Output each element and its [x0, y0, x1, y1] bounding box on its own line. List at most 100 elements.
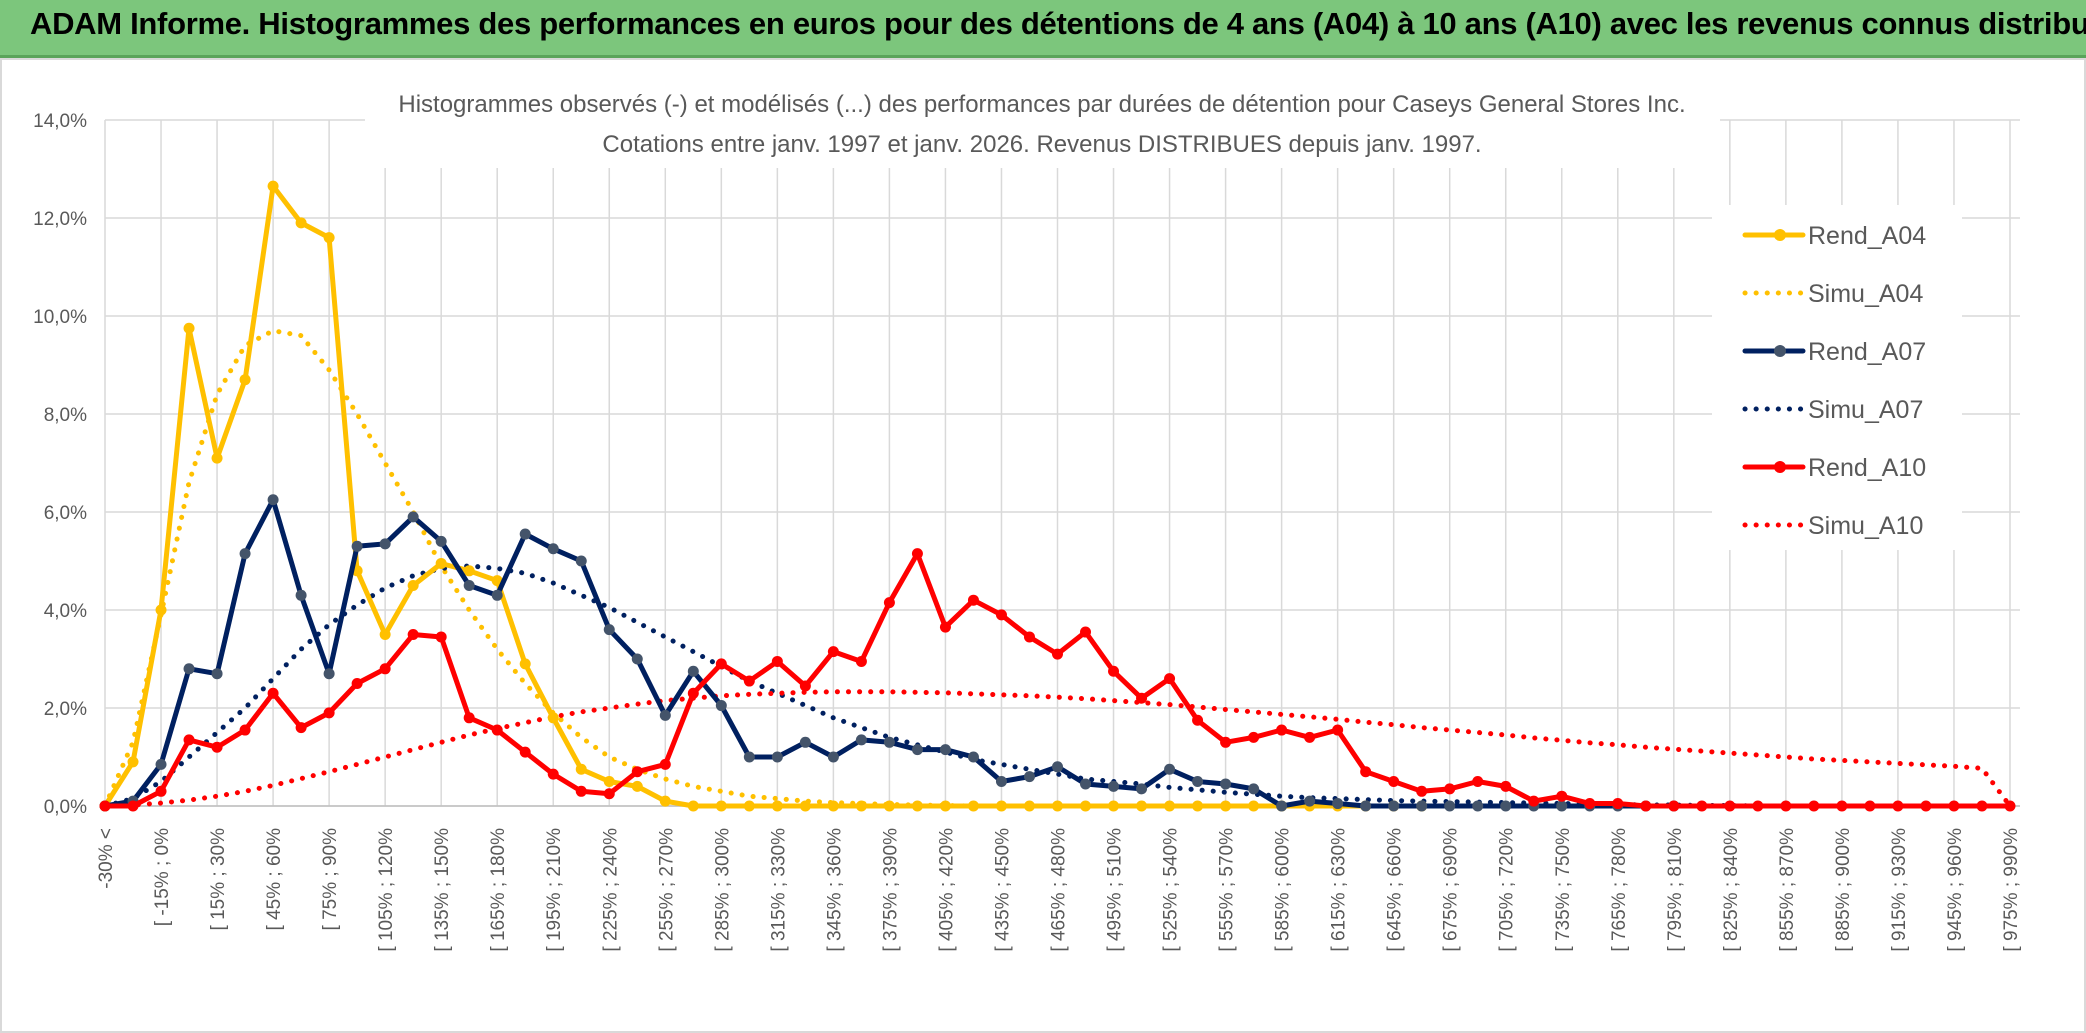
x-tick-label: [ 465% ; 480%	[1049, 828, 1070, 952]
data-point-rend-a04	[463, 565, 475, 577]
data-point-rend-a07	[967, 751, 979, 763]
data-point-rend-a04	[911, 800, 923, 812]
x-tick-label: [ 645% ; 660%	[1385, 828, 1406, 952]
data-point-rend-a07	[211, 668, 223, 680]
data-point-rend-a07	[1080, 778, 1092, 790]
data-point-rend-a10	[435, 631, 447, 643]
data-point-rend-a04	[967, 800, 979, 812]
data-point-rend-a07	[1556, 800, 1568, 812]
data-point-rend-a07	[1220, 778, 1232, 790]
x-tick-label: [ 555% ; 570%	[1217, 828, 1238, 952]
x-tick-label: [ -15% ; 0%	[152, 828, 173, 926]
x-tick-label: [ 585% ; 600%	[1273, 828, 1294, 952]
data-point-rend-a10	[659, 758, 671, 770]
x-tick-label: [ 105% ; 120%	[376, 828, 397, 952]
data-point-rend-a04	[239, 374, 251, 386]
data-point-rend-a07	[659, 709, 671, 721]
data-point-rend-a10	[1976, 800, 1988, 812]
data-point-rend-a04	[939, 800, 951, 812]
data-point-rend-a04	[659, 795, 671, 807]
x-tick-label: [ 945% ; 960%	[1945, 828, 1966, 952]
x-tick-label: [ 315% ; 330%	[768, 828, 789, 952]
data-point-rend-a10	[1164, 673, 1176, 685]
data-point-rend-a10	[1808, 800, 1820, 812]
data-point-rend-a07	[799, 736, 811, 748]
data-point-rend-a07	[267, 494, 279, 506]
legend-item-simu-a07: Simu_A07	[1742, 396, 1923, 424]
data-point-rend-a10	[1724, 800, 1736, 812]
data-point-rend-a07	[323, 668, 335, 680]
x-tick-label: [ 15% ; 30%	[208, 828, 229, 931]
data-point-rend-a07	[1276, 800, 1288, 812]
data-point-rend-a10	[771, 655, 783, 667]
data-point-rend-a10	[1668, 800, 1680, 812]
data-point-rend-a10	[99, 800, 111, 812]
x-tick-label: [ 525% ; 540%	[1161, 828, 1182, 952]
y-tick-label: 4,0%	[44, 601, 87, 622]
data-point-rend-a07	[519, 528, 531, 540]
data-point-rend-a07	[1304, 795, 1316, 807]
data-point-rend-a10	[1500, 780, 1512, 792]
data-point-rend-a04	[267, 180, 279, 192]
x-tick-label: [ 225% ; 240%	[600, 828, 621, 952]
data-point-rend-a10	[715, 658, 727, 670]
data-point-rend-a07	[1108, 780, 1120, 792]
data-point-rend-a04	[211, 452, 223, 464]
data-point-rend-a04	[883, 800, 895, 812]
data-point-rend-a07	[631, 653, 643, 665]
data-point-rend-a07	[463, 580, 475, 591]
x-tick-label: [ 495% ; 510%	[1105, 828, 1126, 952]
y-tick-label: 10,0%	[33, 307, 87, 328]
chart-subtitle: Cotations entre janv. 1997 et janv. 2026…	[602, 131, 1481, 158]
legend-marker	[1774, 461, 1786, 473]
data-point-rend-a04	[127, 756, 139, 768]
data-point-rend-a04	[603, 776, 615, 787]
data-point-rend-a10	[603, 788, 615, 800]
data-point-rend-a04	[827, 800, 839, 812]
data-point-rend-a07	[1164, 763, 1176, 775]
data-point-rend-a10	[379, 663, 391, 675]
data-point-rend-a04	[435, 557, 447, 569]
legend-item-simu-a04: Simu_A04	[1742, 280, 1923, 308]
legend-item-rend-a04: Rend_A04	[1742, 222, 1926, 250]
data-point-rend-a10	[1780, 800, 1792, 812]
data-point-rend-a10	[995, 609, 1007, 621]
data-point-rend-a07	[295, 589, 307, 601]
y-axis-ticks: 0,0% 2,0% 4,0% 6,0% 8,0% 10,0% 12,0% 14,0%	[33, 111, 87, 818]
x-tick-label: [ 45% ; 60%	[264, 828, 285, 931]
data-point-rend-a07	[183, 663, 195, 675]
data-point-rend-a10	[295, 722, 307, 734]
data-point-rend-a10	[239, 724, 251, 736]
data-point-rend-a04	[519, 658, 531, 670]
y-tick-label: 8,0%	[44, 405, 87, 426]
data-point-rend-a04	[155, 604, 167, 616]
data-point-rend-a07	[771, 751, 783, 763]
data-point-rend-a07	[911, 744, 923, 756]
data-point-rend-a10	[1864, 800, 1876, 812]
data-point-rend-a10	[1332, 724, 1344, 736]
data-point-rend-a10	[1752, 800, 1764, 812]
data-point-rend-a10	[1360, 766, 1372, 778]
data-point-rend-a10	[2004, 800, 2016, 812]
title-banner: ADAM Informe. Histogrammes des performan…	[0, 0, 2086, 58]
y-tick-label: 14,0%	[33, 111, 87, 132]
data-point-rend-a10	[687, 687, 699, 699]
data-point-rend-a07	[715, 700, 727, 712]
data-point-rend-a07	[1444, 800, 1456, 812]
legend-item-rend-a10: Rend_A10	[1742, 454, 1926, 482]
data-point-rend-a04	[1108, 800, 1120, 812]
data-point-rend-a04	[183, 322, 195, 334]
data-point-rend-a10	[827, 646, 839, 658]
series-line-simu-a04	[102, 328, 1425, 809]
data-point-rend-a10	[967, 594, 979, 606]
data-point-rend-a10	[1416, 785, 1428, 797]
data-point-rend-a07	[687, 665, 699, 677]
data-point-rend-a10	[855, 655, 867, 667]
data-point-rend-a10	[883, 597, 895, 609]
x-tick-label: [ 285% ; 300%	[712, 828, 733, 952]
chart-title: Histogrammes observés (-) et modélisés (…	[398, 91, 1685, 118]
x-tick-label: [ 975% ; 990%	[2001, 828, 2022, 952]
series-lines	[99, 180, 2016, 812]
data-point-rend-a07	[1192, 776, 1204, 787]
